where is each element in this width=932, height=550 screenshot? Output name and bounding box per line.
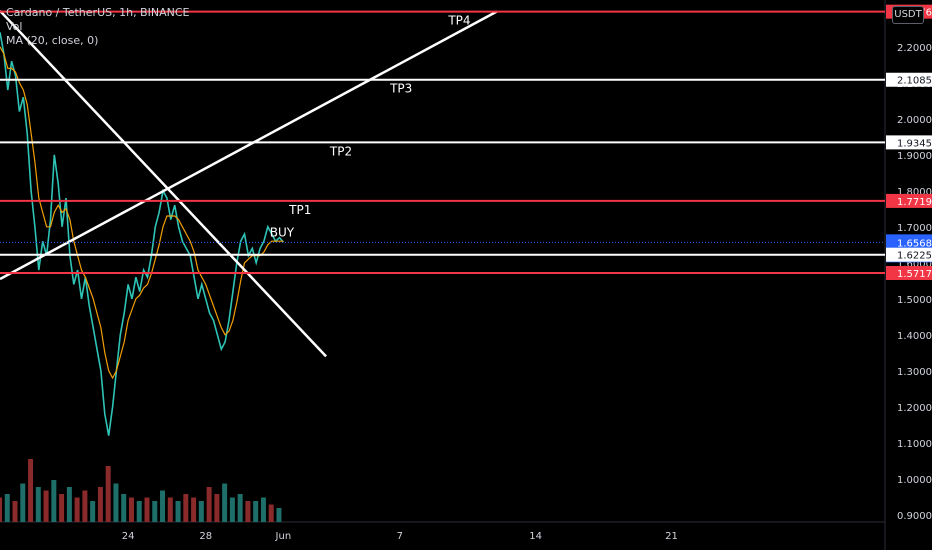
volume-bar [144,497,150,522]
price-tick-label: 2.0000 [897,115,932,126]
volume-bar [214,494,220,522]
volume-bar [59,494,65,522]
time-tick-label: Jun [275,531,292,542]
price-tick-label: 1.4000 [897,331,932,342]
price-tick-label: 0.9000 [897,511,932,522]
volume-bar [191,497,197,522]
volume-bar [160,490,166,522]
volume-bar [152,501,158,522]
price-tick-label: 1.2000 [897,403,932,414]
time-tick-label: 21 [665,531,678,542]
volume-bar [4,494,10,522]
volume-bar [28,459,34,522]
time-tick-label: 24 [122,531,135,542]
volume-bar [229,497,235,522]
price-tick-label: 1.3000 [897,367,932,378]
price-tick-label: 1.6000 [897,259,932,270]
price-tick-label: 1.0000 [897,475,932,486]
current-price-label: 1.6568 [897,238,932,249]
moving-average-label[interactable]: MA (20, close, 0) [6,34,99,47]
volume-bar [183,494,189,522]
volume-bar [90,501,96,522]
volume-bar [237,494,243,522]
level-price-badge [886,247,932,262]
volume-bar [97,487,103,522]
volume-bar [198,501,204,522]
volume-bar [175,501,181,522]
volume-bar [222,483,228,522]
volume-bar [105,466,111,522]
level-tag-label: BUY [270,225,295,239]
volume-bar [206,487,212,522]
level-price-label: 1.6225 [897,251,932,262]
price-tick-label: 1.1000 [897,439,932,450]
volume-bar [253,501,259,522]
volume-indicator-label[interactable]: Vol [6,20,23,33]
price-tick-label: 1.5000 [897,295,932,306]
level-price-badge [886,193,932,208]
volume-bar [20,483,26,522]
price-tick-label: 2.2000 [897,43,932,54]
volume-bar [35,487,41,522]
time-tick-label: 14 [529,531,542,542]
level-tag-label: TP4 [447,14,470,28]
volume-bar [82,490,88,522]
chart-legend: Cardano / TetherUS, 1h, BINANCE Vol MA (… [6,6,189,48]
volume-bar [260,497,266,522]
volume-bar [51,480,57,522]
level-price-label: 1.9345 [897,138,932,149]
price-line [0,32,285,436]
level-price-label: 2.1085 [897,76,932,87]
volume-bar [136,501,142,522]
moving-average-line [0,46,284,380]
price-tick-label: 1.9000 [897,151,932,162]
level-tag-label: TP3 [389,82,412,96]
trend-line [0,9,327,358]
level-tag-label: TP2 [329,144,352,158]
price-tick-label: 1.8000 [897,187,932,198]
volume-bar [74,497,80,522]
volume-bar [128,497,134,522]
level-price-badge [886,135,932,150]
time-tick-label: 28 [199,531,212,542]
volume-bar [43,490,49,522]
currency-button[interactable]: USDT [892,6,924,24]
level-price-badge [886,72,932,87]
volume-bar [12,501,18,522]
symbol-title[interactable]: Cardano / TetherUS, 1h, BINANCE [6,6,190,19]
level-price-badge [886,265,932,280]
time-tick-label: 7 [397,531,403,542]
volume-bar [268,504,274,522]
volume-bar [66,487,72,522]
level-price-label: 1.7719 [897,197,932,208]
trend-line [0,10,498,281]
level-tag-label: TP1 [288,203,311,217]
volume-bar [245,501,251,522]
volume-bar [167,497,173,522]
volume-bar [276,508,282,522]
volume-bar [113,483,119,522]
volume-bar [0,497,2,522]
level-price-label: 1.5717 [897,269,932,280]
price-tick-label: 1.7000 [897,223,932,234]
volume-bar [121,494,127,522]
